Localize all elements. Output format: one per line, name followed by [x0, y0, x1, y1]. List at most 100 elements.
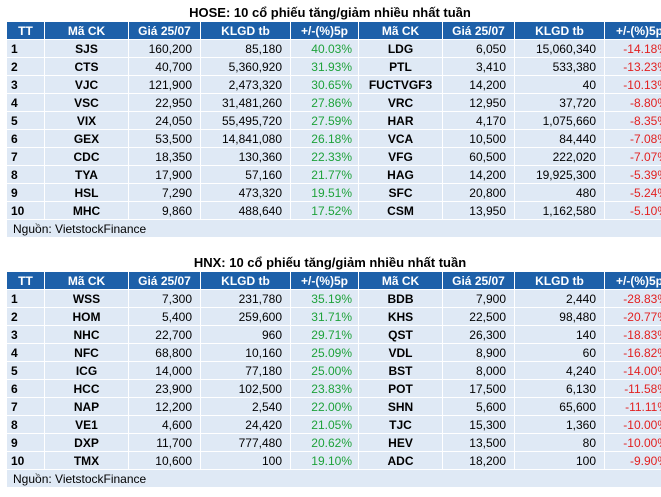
gainer-price-cell: 40,700: [128, 57, 201, 76]
gainer-symbol-cell: VE1: [44, 415, 129, 434]
gainer-change-cell: 21.77%: [290, 165, 359, 184]
loser-symbol-cell: SHN: [358, 397, 443, 416]
gainer-price-cell: 53,500: [128, 129, 201, 148]
column-header: Mã CK: [44, 271, 129, 290]
gainer-volume-cell: 102,500: [200, 379, 291, 398]
loser-symbol-cell: PTL: [358, 57, 443, 76]
table-row: 2 HOM 5,400 259,600 31.71% KHS 22,500 98,480 -20…: [6, 307, 661, 326]
gainer-change-cell: 25.00%: [290, 361, 359, 380]
table-row: 6 HCC 23,900 102,500 23.83% POT 17,500 6,130 -11…: [6, 379, 661, 398]
hnx-title: HNX: 10 cổ phiếu tăng/giảm nhiều nhất tu…: [193, 255, 467, 270]
gainer-price-cell: 5,400: [128, 307, 201, 326]
column-header: KLGD tb: [200, 271, 291, 290]
loser-price-cell: 14,200: [442, 75, 515, 94]
column-header: +/-(%)5p: [604, 271, 661, 290]
gainer-symbol-cell: HCC: [44, 379, 129, 398]
rank-cell: 8: [6, 415, 45, 434]
gainer-change-cell: 31.93%: [290, 57, 359, 76]
gainer-symbol-cell: TMX: [44, 451, 129, 470]
gainer-volume-cell: 31,481,260: [200, 93, 291, 112]
gainer-change-cell: 30.65%: [290, 75, 359, 94]
loser-volume-cell: 19,925,300: [514, 165, 605, 184]
loser-symbol-cell: HEV: [358, 433, 443, 452]
loser-volume-cell: 1,075,660: [514, 111, 605, 130]
gainer-change-cell: 27.86%: [290, 93, 359, 112]
rank-cell: 5: [6, 111, 45, 130]
loser-price-cell: 10,500: [442, 129, 515, 148]
gainer-price-cell: 24,050: [128, 111, 201, 130]
rank-cell: 3: [6, 75, 45, 94]
hose-table: TT Mã CK Giá 25/07 KLGD tb +/-(%)5p Mã CK Giá …: [6, 21, 661, 238]
loser-price-cell: 12,950: [442, 93, 515, 112]
gainer-symbol-cell: GEX: [44, 129, 129, 148]
loser-volume-cell: 480: [514, 183, 605, 202]
loser-volume-cell: 2,440: [514, 289, 605, 308]
loser-volume-cell: 6,130: [514, 379, 605, 398]
table-row: 1 SJS 160,200 85,180 40.03% LDG 6,050 15,060,34…: [6, 39, 661, 58]
loser-symbol-cell: VCA: [358, 129, 443, 148]
loser-symbol-cell: QST: [358, 325, 443, 344]
rank-cell: 9: [6, 183, 45, 202]
loser-volume-cell: 222,020: [514, 147, 605, 166]
gainer-price-cell: 68,800: [128, 343, 201, 362]
loser-change-cell: -8.35%: [604, 111, 661, 130]
column-header: Giá 25/07: [442, 271, 515, 290]
hose-header-row: TT Mã CK Giá 25/07 KLGD tb +/-(%)5p Mã CK Giá …: [6, 21, 661, 40]
rank-cell: 1: [6, 289, 45, 308]
loser-change-cell: -11.58%: [604, 379, 661, 398]
table-row: 4 VSC 22,950 31,481,260 27.86% VRC 12,950 37,72…: [6, 93, 661, 112]
gainer-volume-cell: 473,320: [200, 183, 291, 202]
loser-symbol-cell: LDG: [358, 39, 443, 58]
gainer-price-cell: 9,860: [128, 201, 201, 220]
rank-cell: 6: [6, 129, 45, 148]
gainer-symbol-cell: WSS: [44, 289, 129, 308]
rank-cell: 8: [6, 165, 45, 184]
loser-price-cell: 14,200: [442, 165, 515, 184]
loser-price-cell: 20,800: [442, 183, 515, 202]
gainer-symbol-cell: VJC: [44, 75, 129, 94]
column-header: +/-(%)5p: [290, 21, 359, 40]
gainer-price-cell: 11,700: [128, 433, 201, 452]
loser-volume-cell: 80: [514, 433, 605, 452]
loser-symbol-cell: FUCTVGF3: [358, 75, 443, 94]
gainer-symbol-cell: CDC: [44, 147, 129, 166]
loser-volume-cell: 100: [514, 451, 605, 470]
loser-change-cell: -7.07%: [604, 147, 661, 166]
gainer-symbol-cell: NHC: [44, 325, 129, 344]
gainer-volume-cell: 14,841,080: [200, 129, 291, 148]
gainer-symbol-cell: CTS: [44, 57, 129, 76]
gainer-price-cell: 17,900: [128, 165, 201, 184]
gainer-price-cell: 14,000: [128, 361, 201, 380]
table-row: 5 VIX 24,050 55,495,720 27.59% HAR 4,170 1,075,…: [6, 111, 661, 130]
gainer-price-cell: 22,700: [128, 325, 201, 344]
rank-cell: 9: [6, 433, 45, 452]
gainer-change-cell: 35.19%: [290, 289, 359, 308]
gainer-symbol-cell: HSL: [44, 183, 129, 202]
loser-volume-cell: 65,600: [514, 397, 605, 416]
loser-price-cell: 13,500: [442, 433, 515, 452]
loser-price-cell: 22,500: [442, 307, 515, 326]
gainer-symbol-cell: MHC: [44, 201, 129, 220]
loser-volume-cell: 4,240: [514, 361, 605, 380]
rank-cell: 5: [6, 361, 45, 380]
gainer-price-cell: 121,900: [128, 75, 201, 94]
loser-symbol-cell: POT: [358, 379, 443, 398]
loser-price-cell: 8,900: [442, 343, 515, 362]
rank-cell: 4: [6, 93, 45, 112]
loser-change-cell: -28.83%: [604, 289, 661, 308]
source-note: Nguồn: VietstockFinance: [6, 469, 661, 488]
loser-symbol-cell: KHS: [358, 307, 443, 326]
gainer-volume-cell: 777,480: [200, 433, 291, 452]
loser-change-cell: -9.90%: [604, 451, 661, 470]
column-header: Mã CK: [44, 21, 129, 40]
hose-section: HOSE: 10 cổ phiếu tăng/giảm nhiều nhất t…: [6, 5, 661, 238]
loser-price-cell: 4,170: [442, 111, 515, 130]
loser-change-cell: -20.77%: [604, 307, 661, 326]
gainer-price-cell: 4,600: [128, 415, 201, 434]
loser-price-cell: 3,410: [442, 57, 515, 76]
column-header: Mã CK: [358, 21, 443, 40]
column-header: +/-(%)5p: [290, 271, 359, 290]
